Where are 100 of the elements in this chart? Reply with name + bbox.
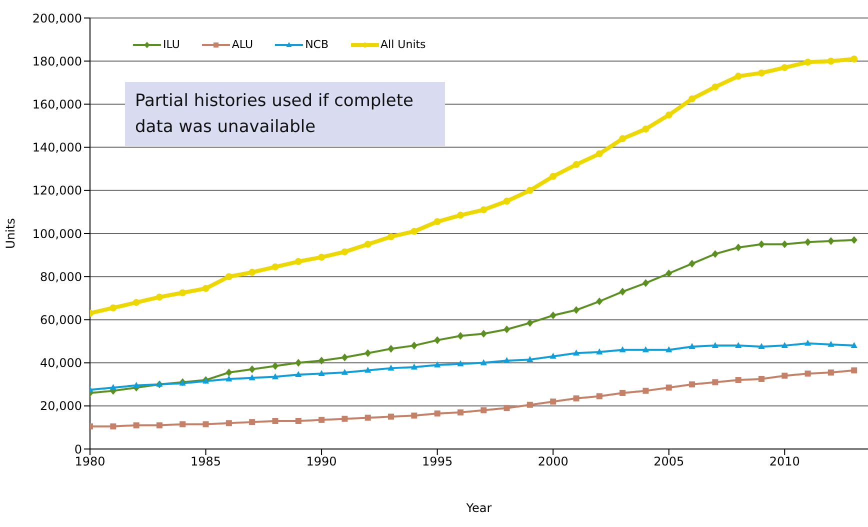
- point: [735, 377, 742, 384]
- point: [828, 369, 834, 376]
- legend-label: All Units: [380, 38, 426, 51]
- point: [202, 284, 210, 292]
- point: [550, 311, 556, 320]
- point: [341, 248, 348, 256]
- point: [851, 367, 858, 374]
- point: [526, 356, 534, 362]
- point: [110, 384, 116, 390]
- point: [665, 111, 672, 118]
- point: [318, 416, 325, 423]
- point: [688, 343, 696, 350]
- point: [272, 263, 279, 270]
- point: [272, 362, 279, 370]
- x-tick-label: 1990: [306, 454, 337, 469]
- point: [388, 414, 394, 420]
- point: [457, 409, 464, 416]
- point: [272, 418, 278, 424]
- point: [642, 346, 650, 352]
- y-tick-label: 120,000: [32, 184, 82, 198]
- y-tick-label: 200,000: [32, 11, 82, 26]
- point: [364, 240, 372, 248]
- point: [248, 268, 256, 276]
- point: [596, 297, 603, 306]
- point: [573, 395, 580, 402]
- x-tick-label: 2005: [654, 454, 684, 469]
- point: [179, 289, 186, 296]
- point: [804, 238, 812, 246]
- point: [480, 359, 487, 366]
- point: [480, 407, 487, 414]
- point: [272, 373, 279, 380]
- point: [364, 366, 372, 373]
- point: [318, 356, 325, 365]
- y-tick-label: 80,000: [40, 270, 82, 284]
- point: [133, 382, 140, 388]
- point: [388, 364, 394, 371]
- y-axis-title: Units: [3, 218, 18, 249]
- point: [434, 361, 441, 368]
- point: [504, 405, 510, 412]
- point: [596, 150, 603, 158]
- point: [318, 254, 326, 261]
- point: [526, 319, 534, 327]
- point: [341, 368, 348, 375]
- point: [248, 365, 256, 374]
- point: [202, 421, 209, 428]
- point: [295, 371, 302, 378]
- point: [457, 332, 464, 340]
- point: [318, 370, 325, 376]
- x-tick-label: 1980: [74, 454, 106, 469]
- point: [734, 72, 742, 80]
- point: [572, 350, 580, 356]
- point: [410, 228, 418, 235]
- x-tick-label: 1995: [422, 454, 453, 469]
- point: [666, 269, 672, 278]
- point: [364, 414, 371, 421]
- y-tick-label: 100,000: [32, 226, 82, 241]
- point: [712, 250, 718, 258]
- point: [712, 342, 718, 348]
- point: [410, 342, 418, 350]
- point: [110, 423, 116, 430]
- point: [411, 412, 418, 419]
- point: [434, 336, 441, 344]
- point: [526, 402, 533, 408]
- point: [457, 360, 464, 366]
- point: [456, 212, 464, 219]
- point: [503, 326, 510, 334]
- point: [758, 376, 764, 382]
- point: [295, 358, 302, 367]
- point: [526, 186, 534, 194]
- point: [850, 342, 858, 348]
- y-tick-label: 140,000: [32, 140, 82, 155]
- point: [503, 198, 510, 205]
- point: [294, 258, 302, 266]
- point: [619, 135, 626, 142]
- point: [156, 294, 163, 301]
- point: [828, 237, 834, 245]
- point: [434, 218, 441, 226]
- point: [758, 343, 765, 350]
- point: [619, 288, 626, 296]
- point: [712, 83, 719, 90]
- point: [850, 55, 858, 62]
- point: [572, 306, 580, 314]
- point: [110, 304, 117, 312]
- point: [225, 273, 232, 280]
- y-tick-label: 180,000: [32, 54, 82, 68]
- point: [712, 379, 718, 386]
- point: [480, 330, 487, 338]
- point: [572, 161, 580, 168]
- point: [341, 354, 348, 362]
- point: [642, 125, 650, 132]
- point: [688, 260, 696, 268]
- point: [850, 236, 858, 244]
- point: [480, 206, 488, 214]
- y-tick-label: 40,000: [40, 356, 82, 370]
- point: [758, 69, 765, 76]
- point: [781, 342, 788, 348]
- point: [248, 374, 256, 380]
- point: [781, 64, 788, 72]
- point: [133, 422, 140, 428]
- point: [388, 344, 394, 353]
